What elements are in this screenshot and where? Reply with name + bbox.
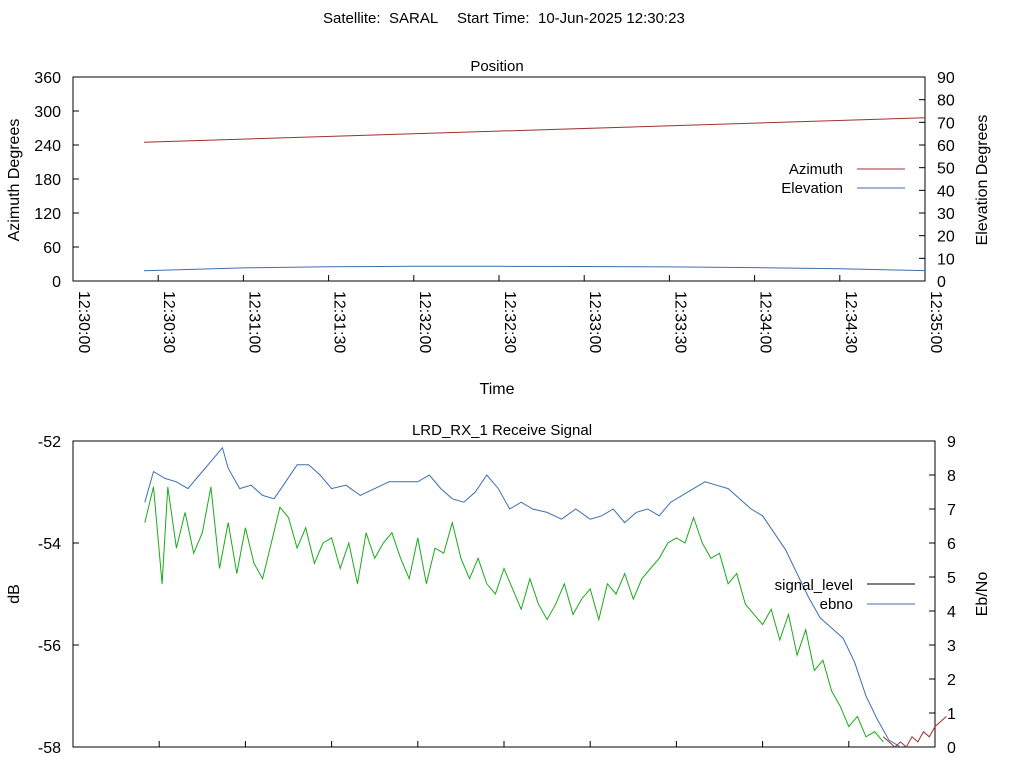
legend-signal-level-label: signal_level — [775, 577, 853, 594]
legend-ebno-label: ebno — [820, 596, 853, 613]
y2-tick-label: 7 — [947, 502, 956, 519]
position-chart-title: Position — [470, 58, 523, 75]
y-tick-label: -54 — [38, 536, 61, 553]
x-tick-label: 12:30:30 — [160, 291, 177, 353]
azimuth-line — [143, 117, 926, 143]
satellite-label: Satellite: — [323, 10, 381, 27]
x-tick-label: 12:32:30 — [501, 291, 518, 353]
y2-tick-label: 3 — [947, 638, 956, 655]
position-plot-frame — [72, 76, 926, 282]
start-time-label: Start Time: — [457, 10, 530, 27]
y2-tick-label: 70 — [937, 115, 955, 132]
x-tick-label: 12:34:00 — [757, 291, 774, 353]
start-time-value: 10-Jun-2025 12:30:23 — [538, 10, 685, 27]
y2-tick-label: 10 — [937, 251, 955, 268]
y2-tick-label: 60 — [937, 138, 955, 155]
y2-tick-label: 80 — [937, 93, 955, 110]
position-y2-axis: 0 10 20 30 40 50 60 70 80 90 — [919, 70, 955, 291]
position-y2-axis-label: Elevation Degrees — [974, 115, 991, 246]
signal-plot-frame — [72, 440, 936, 748]
ebno-line — [144, 446, 901, 748]
y-tick-label: -56 — [38, 638, 61, 655]
y-tick-label: 360 — [34, 70, 61, 87]
x-tick-label: 12:33:00 — [586, 291, 603, 353]
y2-tick-label: 6 — [947, 536, 956, 553]
position-x-axis: 12:30:00 12:30:30 12:31:00 12:31:30 12:32:00… — [72, 275, 944, 353]
y2-tick-label: 9 — [947, 434, 956, 451]
y2-tick-label: 5 — [947, 570, 956, 587]
signal-y-axis-label: dB — [6, 584, 23, 604]
signal-chart-title: LRD_RX_1 Receive Signal — [412, 422, 592, 439]
position-y-axis-label: Azimuth Degrees — [6, 119, 23, 242]
y2-tick-label: 50 — [937, 161, 955, 178]
y2-tick-label: 8 — [947, 468, 956, 485]
position-x-axis-label: Time — [480, 381, 515, 398]
y2-tick-label: 1 — [947, 706, 956, 723]
x-tick-label: 12:35:00 — [927, 291, 944, 353]
y-tick-label: -58 — [38, 740, 61, 757]
y2-tick-label: 0 — [947, 740, 956, 757]
position-y-axis: 0 60 120 180 240 300 360 — [34, 70, 79, 291]
y2-tick-label: 0 — [937, 274, 946, 291]
signal-legend: signal_level ebno — [775, 577, 915, 613]
y-tick-label: 60 — [43, 240, 61, 257]
signal-series — [144, 446, 947, 748]
legend-azimuth-label: Azimuth — [789, 161, 843, 178]
x-tick-label: 12:33:30 — [671, 291, 688, 353]
y-tick-label: 0 — [52, 274, 61, 291]
x-tick-label: 12:34:30 — [842, 291, 859, 353]
y-tick-label: 300 — [34, 104, 61, 121]
signal-y2-axis: 0 1 2 3 4 5 6 7 8 9 — [929, 434, 956, 757]
y-tick-label: 240 — [34, 138, 61, 155]
y2-tick-label: 2 — [947, 672, 956, 689]
figure-header: Satellite: SARAL Start Time: 10-Jun-2025… — [323, 10, 685, 27]
y2-tick-label: 40 — [937, 183, 955, 200]
elevation-line — [143, 265, 926, 272]
position-legend: Azimuth Elevation — [781, 161, 905, 197]
y-tick-label: 180 — [34, 172, 61, 189]
signal-y2-axis-label: Eb/No — [974, 572, 991, 617]
signal-x-axis — [72, 741, 936, 747]
satellite-name: SARAL — [389, 10, 438, 27]
red-signal-line — [882, 716, 947, 748]
x-tick-label: 12:31:30 — [331, 291, 348, 353]
position-series — [143, 117, 926, 272]
legend-elevation-label: Elevation — [781, 180, 843, 197]
receive-signal-chart: LRD_RX_1 Receive Signal -52 -54 -56 -58 0 1 2… — [6, 422, 991, 757]
x-tick-label: 12:32:00 — [416, 291, 433, 353]
x-tick-label: 12:30:00 — [75, 291, 92, 353]
y-tick-label: 120 — [34, 206, 61, 223]
y-tick-label: -52 — [38, 434, 61, 451]
signal-y-axis: -52 -54 -56 -58 — [38, 434, 79, 757]
position-chart: Position 0 60 120 180 240 300 360 0 10 20 30 40 50 6… — [6, 58, 991, 398]
green-signal-line — [144, 486, 884, 743]
y2-tick-label: 90 — [937, 70, 955, 87]
x-tick-label: 12:31:00 — [245, 291, 262, 353]
y2-tick-label: 30 — [937, 206, 955, 223]
y2-tick-label: 20 — [937, 229, 955, 246]
y2-tick-label: 4 — [947, 604, 956, 621]
